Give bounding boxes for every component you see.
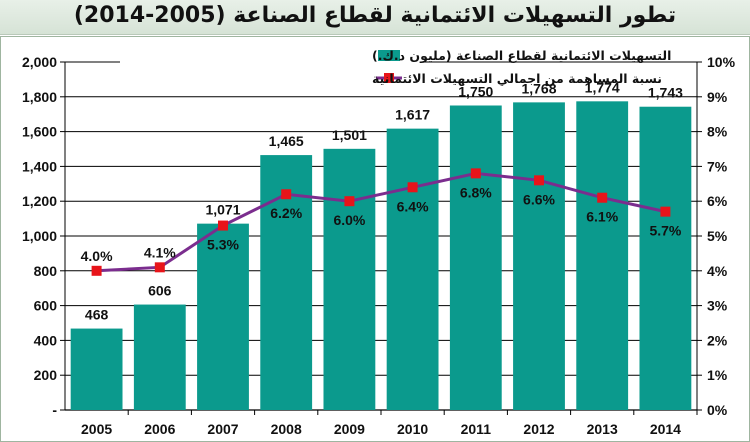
bar xyxy=(386,128,439,410)
bar-value-label: 1,750 xyxy=(458,84,493,100)
bar-value-label: 606 xyxy=(148,283,172,299)
x-tick-label: 2007 xyxy=(207,421,238,437)
bar xyxy=(323,148,376,411)
line-value-label: 6.6% xyxy=(523,191,555,207)
line-value-label: 6.2% xyxy=(270,205,302,221)
bar xyxy=(639,106,692,410)
bar xyxy=(449,105,502,410)
line-marker xyxy=(597,192,608,203)
bar-value-label: 1,501 xyxy=(332,127,367,143)
y-right-tick-label: 6% xyxy=(707,193,728,209)
x-tick-label: 2010 xyxy=(397,421,428,437)
y-right-tick-label: 9% xyxy=(707,89,728,105)
y-right-tick-label: 2% xyxy=(707,332,728,348)
line-marker xyxy=(154,262,165,273)
bar xyxy=(513,102,565,411)
x-tick-label: 2011 xyxy=(461,421,492,437)
y-left-tick-label: 800 xyxy=(34,263,58,279)
x-tick-label: 2014 xyxy=(650,421,681,437)
y-left-tick-label: 1,200 xyxy=(22,193,57,209)
line-value-label: 5.3% xyxy=(207,237,239,253)
y-right-tick-label: 0% xyxy=(707,402,728,418)
line-marker xyxy=(470,168,481,179)
legend-line-marker xyxy=(384,73,394,83)
bar-value-label: 1,768 xyxy=(521,80,556,96)
x-tick-label: 2012 xyxy=(523,421,554,437)
line-value-label: 4.1% xyxy=(144,244,176,260)
bar xyxy=(576,101,629,410)
y-right-tick-label: 1% xyxy=(707,367,728,383)
legend-bar-label: التسهيلات الائتمانية لقطاع الصناعة (مليو… xyxy=(372,48,671,63)
y-left-tick-label: 1,000 xyxy=(22,228,57,244)
line-marker xyxy=(218,220,228,231)
y-right-tick-label: 4% xyxy=(707,263,728,279)
bar-value-label: 1,465 xyxy=(269,133,304,149)
y-right-tick-label: 3% xyxy=(707,298,728,314)
y-left-tick-label: 1,400 xyxy=(22,158,57,174)
line-marker xyxy=(91,265,102,276)
y-right-tick-label: 7% xyxy=(707,158,728,174)
line-marker xyxy=(534,175,544,186)
y-right-tick-label: 8% xyxy=(707,124,728,140)
title-bar: تطور التسهيلات الائتمانية لقطاع الصناعة … xyxy=(0,0,750,35)
y-left-tick-label: - xyxy=(52,402,57,418)
line-value-label: 6.0% xyxy=(333,212,365,228)
bar xyxy=(133,304,186,410)
x-tick-label: 2006 xyxy=(144,421,175,437)
x-tick-label: 2013 xyxy=(587,421,618,437)
line-value-label: 6.4% xyxy=(397,198,429,214)
bar xyxy=(197,223,249,410)
y-left-tick-label: 1,600 xyxy=(22,124,57,140)
legend-line-label: نسبة المساهمة من اجمالي التسهيلات الائتم… xyxy=(372,71,662,86)
line-marker xyxy=(281,189,292,200)
legend-bar-swatch xyxy=(378,50,400,61)
x-tick-label: 2009 xyxy=(334,421,365,437)
y-right-tick-label: 10% xyxy=(707,54,736,70)
bar-value-label: 1,743 xyxy=(648,85,683,101)
legend-background xyxy=(120,46,420,92)
y-left-tick-label: 200 xyxy=(34,367,58,383)
bar-value-label: 1,071 xyxy=(205,202,240,218)
line-value-label: 6.8% xyxy=(460,184,492,200)
line-value-label: 6.1% xyxy=(586,209,618,225)
share-line xyxy=(96,171,666,273)
bar-value-label: 468 xyxy=(85,307,109,323)
y-left-tick-label: 1,800 xyxy=(22,89,57,105)
line-marker xyxy=(660,206,671,217)
y-left-tick-label: 400 xyxy=(34,332,58,348)
line-marker xyxy=(344,196,355,207)
y-left-tick-label: 600 xyxy=(34,298,58,314)
y-right-tick-label: 5% xyxy=(707,228,728,244)
bar-value-label: 1,617 xyxy=(395,107,430,123)
x-tick-label: 2005 xyxy=(81,421,112,437)
chart-title: تطور التسهيلات الائتمانية لقطاع الصناعة … xyxy=(73,3,677,28)
y-left-tick-label: 2,000 xyxy=(22,54,57,70)
bar xyxy=(70,328,123,410)
bar-value-label: 1,774 xyxy=(585,79,620,95)
line-value-label: 5.7% xyxy=(649,223,681,239)
line-value-label: 4.0% xyxy=(81,248,113,264)
x-tick-label: 2008 xyxy=(271,421,302,437)
line-marker xyxy=(407,182,418,193)
